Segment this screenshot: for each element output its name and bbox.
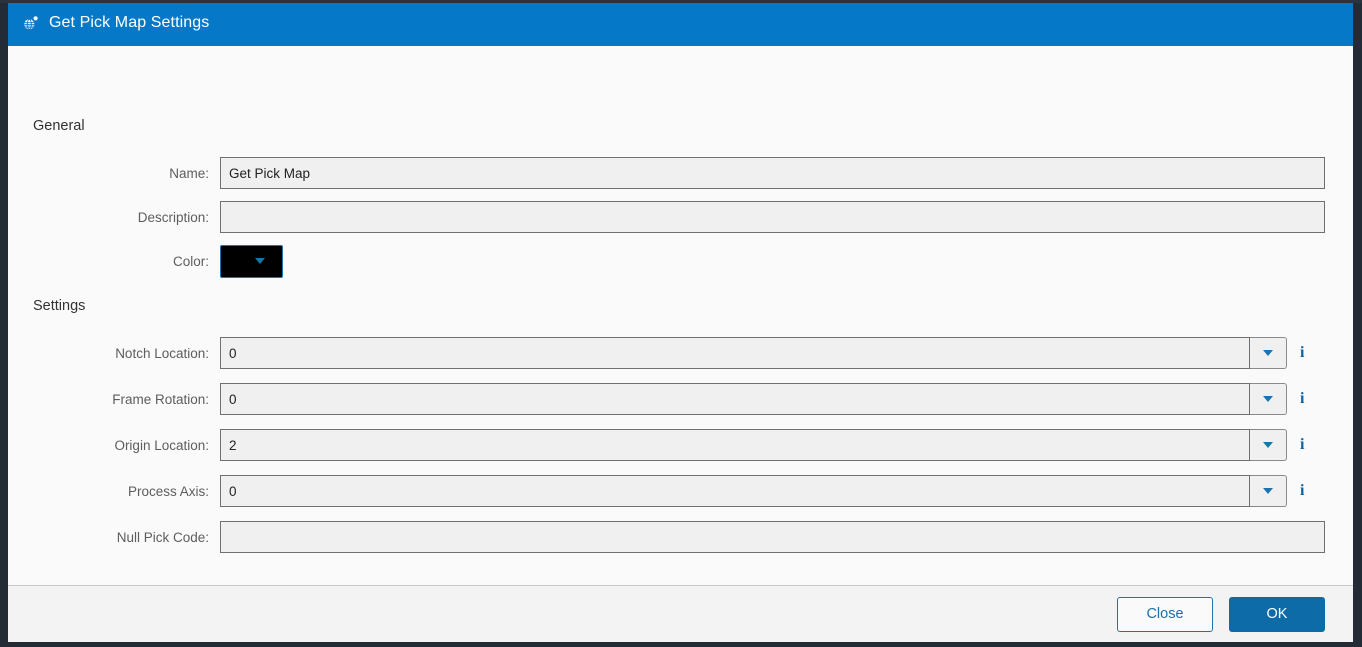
chevron-down-icon [1263,350,1273,356]
notch-location-dropdown-button[interactable] [1250,337,1287,369]
section-heading-general: General [33,118,85,134]
dialog-title-bar: Get Pick Map Settings [8,0,1353,46]
section-heading-settings: Settings [33,298,86,314]
origin-location-combo [220,429,1287,461]
process-axis-combo [220,475,1287,507]
origin-location-input[interactable] [220,429,1250,461]
label-origin-location: Origin Location: [114,437,209,453]
label-null-pick-code: Null Pick Code: [116,529,209,545]
ok-button-label: OK [1266,606,1288,622]
label-color: Color: [172,253,209,269]
color-picker-button[interactable] [220,244,283,278]
origin-location-info-icon[interactable]: i [1300,436,1305,453]
chevron-down-icon [1263,488,1273,494]
dialog-footer: Close OK [8,585,1353,642]
form-row-null-pick-code: Null Pick Code: [8,521,1325,553]
form-row-color: Color: [8,244,283,278]
form-row-notch-location: Notch Location: i [8,337,1304,369]
form-row-process-axis: Process Axis: i [8,475,1304,507]
process-axis-input[interactable] [220,475,1250,507]
frame-rotation-combo [220,383,1287,415]
process-axis-dropdown-button[interactable] [1250,475,1287,507]
dialog-title: Get Pick Map Settings [49,14,210,31]
form-row-origin-location: Origin Location: i [8,429,1304,461]
frame-rotation-info-icon[interactable]: i [1300,390,1305,407]
label-process-axis: Process Axis: [127,483,209,499]
ok-button[interactable]: OK [1229,596,1325,632]
form-row-frame-rotation: Frame Rotation: i [8,383,1304,415]
chevron-down-icon [1263,396,1273,402]
notch-location-input[interactable] [220,337,1250,369]
label-description: Description: [137,209,209,225]
description-input[interactable] [220,201,1325,233]
form-row-description: Description: [8,201,1325,233]
close-button[interactable]: Close [1117,596,1213,632]
process-axis-info-icon[interactable]: i [1300,482,1305,499]
name-input[interactable] [220,157,1325,189]
pick-map-globe-icon [22,14,40,32]
close-button-label: Close [1146,606,1184,622]
frame-rotation-input[interactable] [220,383,1250,415]
frame-rotation-dropdown-button[interactable] [1250,383,1287,415]
label-frame-rotation: Frame Rotation: [112,391,209,407]
label-name: Name: [169,165,209,181]
origin-location-dropdown-button[interactable] [1250,429,1287,461]
chevron-down-icon [254,258,265,264]
null-pick-code-input[interactable] [220,521,1325,553]
notch-location-combo [220,337,1287,369]
dialog-body: General Name: Description: Color: Settin… [8,46,1353,585]
chevron-down-icon [1263,442,1273,448]
label-notch-location: Notch Location: [115,345,209,361]
app-chrome-strip [0,0,1362,3]
form-row-name: Name: [8,157,1325,189]
notch-location-info-icon[interactable]: i [1300,344,1305,361]
